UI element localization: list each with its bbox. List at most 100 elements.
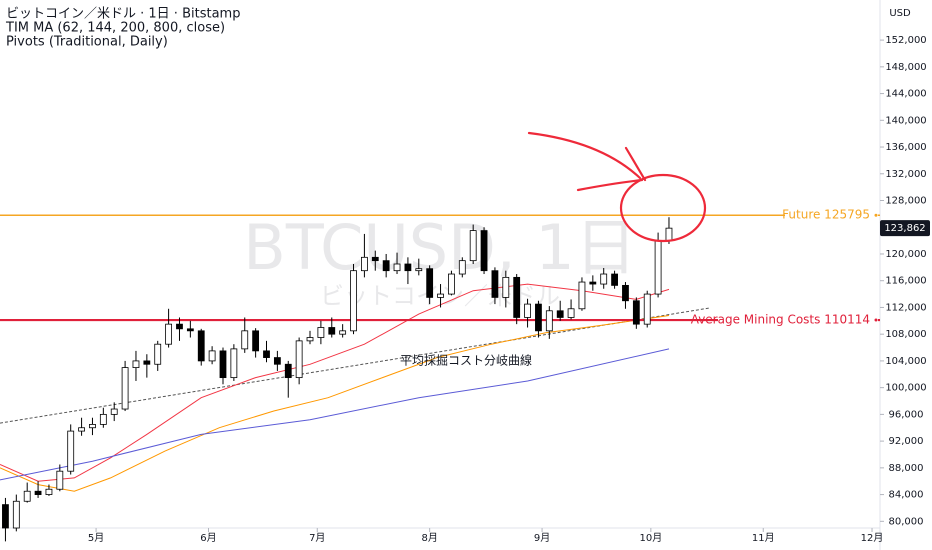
level-label: Future 125795 [782,208,870,222]
candle-body [458,260,466,275]
candle-body [197,330,205,362]
candle-body [56,470,64,490]
candle-body [643,293,651,325]
y-tick-label: 80,000 [889,516,924,527]
arrow-head [576,178,644,192]
y-tick-label: 140,000 [885,115,926,126]
y-tick-label: 116,000 [885,276,926,287]
candle-body [600,273,608,285]
circle [619,173,707,243]
level-label: Average Mining Costs 110114 [691,313,870,327]
ma-line [0,348,670,481]
candle-body [513,276,521,318]
y-tick-label: 112,000 [885,302,926,313]
candle-body [480,230,488,272]
x-tick-label: 12月 [861,532,884,544]
candle-body [23,490,31,502]
candle-body [2,504,9,529]
candle-body [121,367,129,410]
candle-body [382,260,390,272]
y-tick-label: 128,000 [885,196,926,207]
y-tick-label: 96,000 [889,409,924,420]
candle-body [45,488,53,495]
candle-body [622,284,629,302]
candle-body [284,363,292,379]
candle-body [448,273,455,295]
x-tick-label: 11月 [752,532,775,544]
candle-body [154,343,162,365]
candle-body [78,427,85,432]
watermark-symbol: BTCUSD, 1日 [243,211,636,284]
y-tick-label: 84,000 [889,490,924,501]
candle-body [317,327,325,338]
arrow-shaft [527,131,642,180]
candle-body [186,328,194,332]
candle-body [143,360,151,365]
candle-body [89,424,96,429]
candle-body [165,323,173,345]
candle-body [611,273,618,286]
candle-body [404,263,412,272]
candle-body [306,337,314,342]
y-tick-label: 88,000 [889,463,924,474]
y-tick-label: 120,000 [885,249,926,260]
candle-body [665,227,673,242]
y-tick-label: 92,000 [889,436,924,447]
level-label-bg [785,207,878,224]
candle-body [67,430,75,472]
y-tick-label: 100,000 [885,383,926,394]
candle-body [241,330,249,350]
ma-line [0,315,670,492]
candle-body [252,330,260,352]
candle-body [34,490,42,495]
watermark: BTCUSD, 1日 ビットコイン／米ドル [243,211,636,310]
candle-body [469,230,477,262]
candle-body [535,303,542,332]
x-tick-label: 10月 [639,532,662,544]
candle-body [99,413,107,425]
candle-body [110,408,118,415]
x-tick-label: 8月 [421,532,437,544]
x-tick-label: 9月 [534,532,550,544]
ma-line [0,283,670,482]
candle-body [176,323,183,330]
candle-body [273,357,281,365]
header-pivots: Pivots (Traditional, Daily) [6,35,168,50]
y-tick-label: 104,000 [885,356,926,367]
candle-body [263,350,270,358]
candle-body [502,276,510,298]
currency: USD [889,8,911,19]
header-title: ビットコイン／米ドル · 1日 · Bitstamp [6,7,240,22]
candle-body [230,348,238,379]
candle-body [545,310,553,332]
candle-body [350,270,357,332]
y-tick-label: 132,000 [885,169,926,180]
candle-body [371,256,379,262]
candle-body [437,293,444,298]
candle-body [415,268,423,272]
candle-body [132,360,140,368]
candle-body [556,310,564,318]
candle-body [491,270,499,298]
candle-body [567,308,575,318]
annotation: 平均採掘コスト分岐曲線 [400,353,532,368]
header-ma: TIM MA (62, 144, 200, 800, close) [5,21,225,36]
candle-body [524,303,531,318]
candle-body [589,281,597,285]
y-tick-label: 136,000 [885,142,926,153]
candle-body [632,300,640,325]
level-dot [874,213,878,217]
candle-body [361,256,368,272]
y-tick-label: 144,000 [885,89,926,100]
candle-body [328,327,336,335]
last-price-label: 123,862 [884,223,925,234]
candle-body [295,340,303,379]
candle-body [426,268,434,298]
x-tick-label: 7月 [309,532,325,544]
hand-drawing [527,131,707,243]
y-tick-label: 108,000 [885,329,926,340]
candle-body [578,281,586,310]
